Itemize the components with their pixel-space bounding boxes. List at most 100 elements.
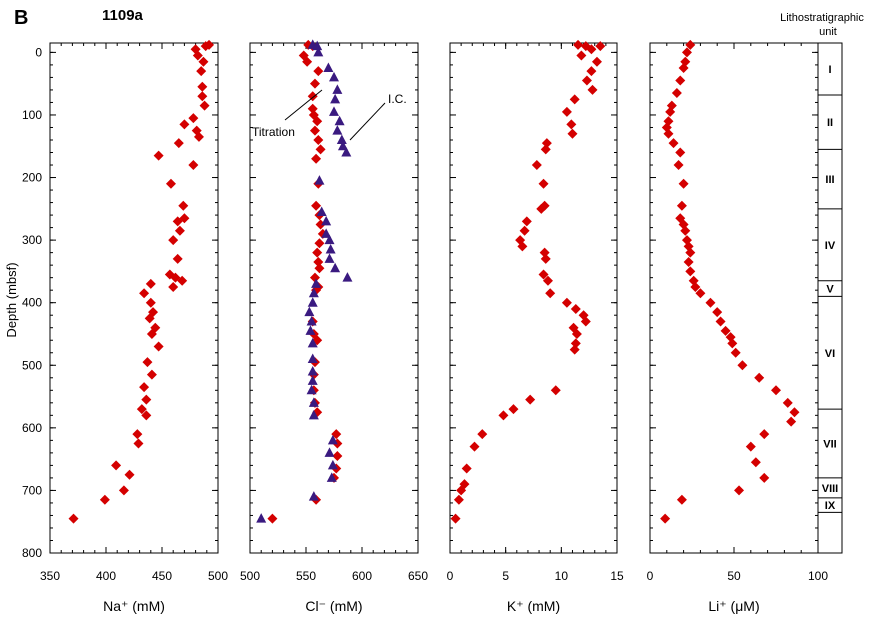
- data-point-diamond: [571, 328, 582, 339]
- data-point-diamond: [313, 66, 324, 77]
- data-point-diamond: [139, 382, 150, 393]
- data-point-diamond: [314, 263, 325, 274]
- data-point-diamond: [539, 247, 550, 258]
- data-point-diamond: [737, 360, 748, 371]
- data-point-triangle: [336, 134, 347, 144]
- data-point-diamond: [136, 404, 147, 415]
- data-point-triangle: [307, 353, 318, 364]
- x-tick-label: 500: [208, 569, 228, 583]
- data-point-diamond: [676, 494, 687, 505]
- data-point-diamond: [179, 119, 190, 130]
- data-point-diamond: [200, 41, 211, 52]
- data-point-diamond: [573, 39, 584, 50]
- data-point-diamond: [550, 385, 561, 396]
- data-point-triangle: [316, 206, 327, 216]
- data-point-diamond: [314, 238, 325, 249]
- panel-3: 0 50 100 Li⁺ (μM): [647, 39, 828, 614]
- y-tick-label: 0: [35, 45, 42, 59]
- series-0: [660, 39, 800, 524]
- data-point-diamond: [456, 485, 467, 496]
- data-point-diamond: [267, 513, 278, 524]
- data-point-diamond: [450, 513, 461, 524]
- litho-unit-label: I: [828, 64, 831, 76]
- data-point-triangle: [324, 447, 335, 457]
- litho-unit-label: II: [827, 117, 833, 129]
- plot-frame: [449, 42, 618, 554]
- data-point-diamond: [540, 253, 551, 264]
- data-point-diamond: [566, 119, 577, 130]
- data-point-diamond: [177, 275, 188, 286]
- data-point-diamond: [141, 410, 152, 421]
- litho-unit-label: IX: [825, 500, 836, 512]
- data-point-triangle: [341, 147, 352, 157]
- data-point-diamond: [681, 47, 692, 58]
- data-point-diamond: [782, 397, 793, 408]
- data-point-diamond: [124, 469, 135, 480]
- x-tick-label: 50: [727, 569, 741, 583]
- data-point-diamond: [145, 297, 156, 308]
- litho-header-line1: Lithostratigraphic: [780, 12, 864, 24]
- data-point-diamond: [586, 66, 597, 77]
- panel-2: 0 5 10 15 K⁺ (mM): [447, 39, 624, 614]
- data-point-triangle: [308, 287, 319, 298]
- litho-unit-label: IV: [825, 240, 836, 252]
- y-tick-label: 100: [22, 108, 42, 122]
- data-point-diamond: [179, 213, 190, 224]
- data-point-diamond: [153, 341, 164, 352]
- x-tick-label: 450: [152, 569, 172, 583]
- data-point-triangle: [337, 140, 348, 151]
- x-tick-label: 400: [96, 569, 116, 583]
- data-point-diamond: [165, 178, 176, 189]
- data-point-triangle: [313, 46, 324, 57]
- data-point-triangle: [314, 175, 325, 185]
- annotation-ic: I.C.: [388, 92, 407, 106]
- data-point-diamond: [591, 56, 602, 67]
- panel-0: 350 400 450 500 0 100 200 300 400 500 600 700 800 Na⁺…: [22, 39, 228, 614]
- data-point-triangle: [327, 459, 338, 470]
- data-point-diamond: [307, 91, 318, 102]
- data-point-triangle: [324, 253, 335, 263]
- data-point-diamond: [539, 200, 550, 211]
- y-tick-label: 800: [22, 546, 42, 560]
- x-tick-label: 10: [555, 569, 569, 583]
- data-point-diamond: [302, 56, 313, 67]
- data-point-diamond: [309, 125, 320, 136]
- data-point-diamond: [675, 75, 686, 86]
- data-point-diamond: [525, 394, 536, 405]
- data-point-diamond: [141, 394, 152, 405]
- data-point-diamond: [315, 144, 326, 155]
- data-point-diamond: [313, 257, 324, 268]
- annotation-leader: [284, 89, 323, 121]
- data-point-diamond: [118, 485, 129, 496]
- data-point-diamond: [153, 150, 164, 161]
- data-point-triangle: [304, 306, 315, 317]
- data-point-diamond: [313, 134, 324, 145]
- data-point-diamond: [540, 144, 551, 155]
- data-point-diamond: [133, 438, 144, 449]
- data-point-triangle: [324, 234, 335, 245]
- data-point-diamond: [786, 416, 797, 427]
- data-point-diamond: [498, 410, 509, 421]
- data-point-diamond: [312, 247, 323, 258]
- data-point-diamond: [517, 241, 528, 252]
- x-tick-label: 0: [447, 569, 454, 583]
- data-point-diamond: [192, 50, 203, 61]
- data-point-diamond: [660, 513, 671, 524]
- x-tick-label: 650: [408, 569, 428, 583]
- data-point-diamond: [469, 441, 480, 452]
- panel-1: 500 550 600 650 Cl⁻ (mM) Titration I.C.: [240, 39, 428, 614]
- data-point-diamond: [569, 94, 580, 105]
- data-point-diamond: [309, 78, 320, 89]
- data-point-triangle: [307, 297, 318, 307]
- data-point-diamond: [750, 457, 761, 468]
- litho-unit-label: VII: [823, 438, 836, 450]
- x-tick-label: 5: [502, 569, 509, 583]
- data-point-triangle: [312, 40, 323, 51]
- plot-frame: [49, 42, 219, 554]
- litho-unit-label: V: [826, 284, 834, 296]
- data-point-diamond: [673, 160, 684, 171]
- data-point-triangle: [308, 409, 319, 420]
- data-point-triangle: [332, 84, 343, 94]
- data-point-diamond: [538, 269, 549, 280]
